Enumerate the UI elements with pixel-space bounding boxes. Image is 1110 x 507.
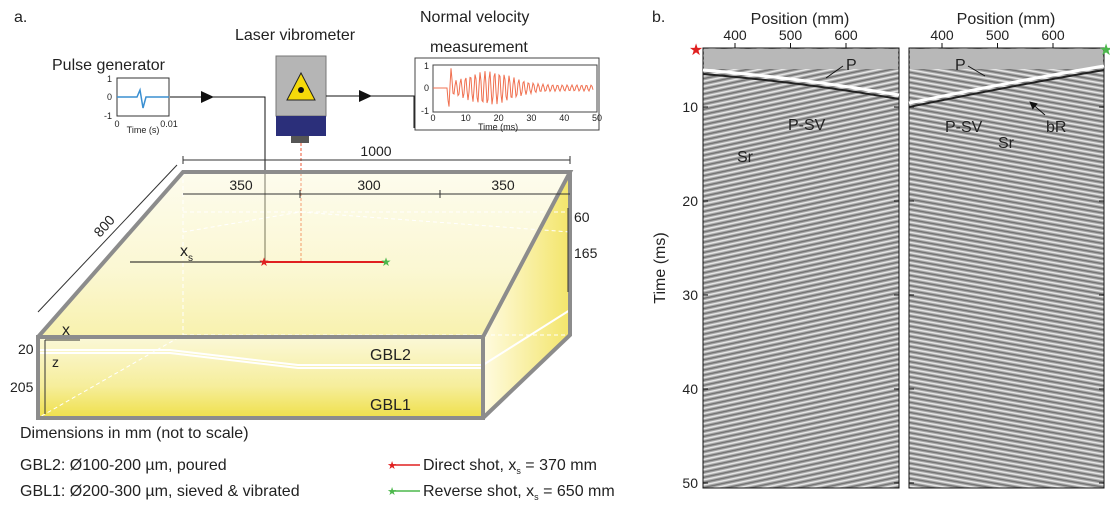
first-arrival bbox=[702, 73, 900, 100]
x-tick-label: 600 bbox=[834, 27, 858, 43]
x-tick-label: 500 bbox=[986, 27, 1010, 43]
layer-hint bbox=[182, 211, 571, 233]
laser-title: Laser vibrometer bbox=[235, 27, 356, 44]
x-tick-label: 400 bbox=[930, 27, 954, 43]
x-tick-label: 400 bbox=[723, 27, 747, 43]
first-arrival bbox=[908, 69, 1105, 108]
material: GBL2: Ø100-200 µm, poured bbox=[20, 457, 227, 474]
first-arrival bbox=[908, 64, 1105, 105]
source-label: xs bbox=[180, 243, 193, 264]
axis-arrow bbox=[44, 339, 80, 414]
x-axis-label: Position (mm) bbox=[751, 11, 850, 28]
material: GBL1: Ø200-300 µm, sieved & vibrated bbox=[20, 483, 300, 500]
y-tick-label: 40 bbox=[682, 381, 698, 397]
dim-label: 300 bbox=[357, 177, 381, 193]
x-tick-label: 600 bbox=[1041, 27, 1065, 43]
seismic-quiet bbox=[704, 49, 898, 69]
y-tick-label: 20 bbox=[682, 193, 698, 209]
annotation: Sr bbox=[998, 135, 1015, 152]
x-axis-label: Position (mm) bbox=[957, 11, 1056, 28]
tick-label: 0 bbox=[114, 119, 119, 129]
axis-label: Time (ms) bbox=[478, 122, 518, 132]
legend-text: Direct shot, xs = 370 mm bbox=[423, 457, 597, 476]
axis-label: Time (s) bbox=[127, 125, 160, 135]
tick-label: 50 bbox=[592, 113, 602, 123]
legend-star: ★ bbox=[387, 486, 397, 498]
seismic-image bbox=[702, 47, 900, 489]
tick-label: 0.01 bbox=[160, 119, 178, 129]
seismic-image bbox=[908, 47, 1105, 489]
annotation: bR bbox=[1046, 119, 1066, 136]
arrow bbox=[201, 91, 214, 103]
tick-label: 1 bbox=[424, 61, 429, 71]
pulse-title: Pulse generator bbox=[52, 57, 166, 74]
laser-base bbox=[276, 116, 326, 136]
axis-x: x bbox=[62, 322, 70, 339]
annotation: P-SV bbox=[945, 119, 983, 136]
dim-label: 350 bbox=[229, 177, 253, 193]
y-tick-label: 50 bbox=[682, 475, 698, 491]
y-axis-label: Time (ms) bbox=[652, 232, 669, 303]
annotation: Sr bbox=[737, 149, 754, 166]
first-arrival bbox=[702, 68, 900, 97]
dim-line bbox=[183, 190, 570, 198]
warning-dot bbox=[298, 87, 304, 93]
panel-label: a. bbox=[14, 9, 27, 26]
dim-label: 800 bbox=[90, 212, 118, 240]
tick-label: -1 bbox=[104, 111, 112, 121]
arrow bbox=[359, 90, 372, 102]
direct-star: ★ bbox=[259, 255, 270, 269]
reverse-star: ★ bbox=[1099, 42, 1110, 59]
tick-label: 10 bbox=[461, 113, 471, 123]
legend-star: ★ bbox=[387, 460, 397, 472]
seismic-quiet bbox=[910, 49, 1103, 69]
dim-label: 165 bbox=[574, 245, 598, 261]
box-side bbox=[483, 172, 570, 418]
tick-label: 40 bbox=[559, 113, 569, 123]
annotation-arrow bbox=[825, 65, 1046, 116]
annotation: P bbox=[955, 57, 966, 74]
tick-label: -1 bbox=[421, 106, 429, 116]
direct-star: ★ bbox=[689, 42, 703, 59]
annotation: P bbox=[846, 57, 857, 74]
reverse-star: ★ bbox=[381, 255, 392, 269]
dim-label: 60 bbox=[574, 209, 590, 225]
dim-label: 20 bbox=[18, 341, 34, 357]
note: Dimensions in mm (not to scale) bbox=[20, 425, 249, 442]
dim-line bbox=[37, 164, 178, 313]
layer-label: GBL1 bbox=[370, 397, 411, 414]
tick-label: 0 bbox=[107, 92, 112, 102]
tick-label: 0 bbox=[430, 113, 435, 123]
axis-z: z bbox=[52, 354, 59, 370]
cable bbox=[326, 95, 415, 128]
tick-label: 20 bbox=[494, 113, 504, 123]
measure-title: measurement bbox=[430, 39, 528, 56]
dim-label: 205 bbox=[10, 379, 34, 395]
dim-label: 350 bbox=[491, 177, 515, 193]
warning-icon bbox=[286, 71, 316, 101]
annotation: P-SV bbox=[788, 117, 826, 134]
legend-text: Reverse shot, xs = 650 mm bbox=[423, 483, 615, 502]
box-top bbox=[38, 172, 570, 337]
y-tick-label: 30 bbox=[682, 287, 698, 303]
measure-trace bbox=[433, 68, 594, 107]
x-tick-label: 500 bbox=[779, 27, 803, 43]
laser-lens bbox=[291, 136, 309, 143]
box-edge bbox=[36, 170, 574, 420]
pulse-trace bbox=[117, 87, 169, 109]
panel-label: b. bbox=[652, 9, 665, 26]
tick-label: 1 bbox=[107, 74, 112, 84]
dim-line bbox=[182, 156, 571, 164]
tick-label: 30 bbox=[526, 113, 536, 123]
layer-label: GBL2 bbox=[370, 347, 411, 364]
measure-title: Normal velocity bbox=[420, 9, 529, 26]
y-tick-label: 10 bbox=[682, 99, 698, 115]
dim-label: 1000 bbox=[360, 143, 391, 159]
tick-label: 0 bbox=[424, 83, 429, 93]
layer-boundary bbox=[38, 309, 571, 369]
